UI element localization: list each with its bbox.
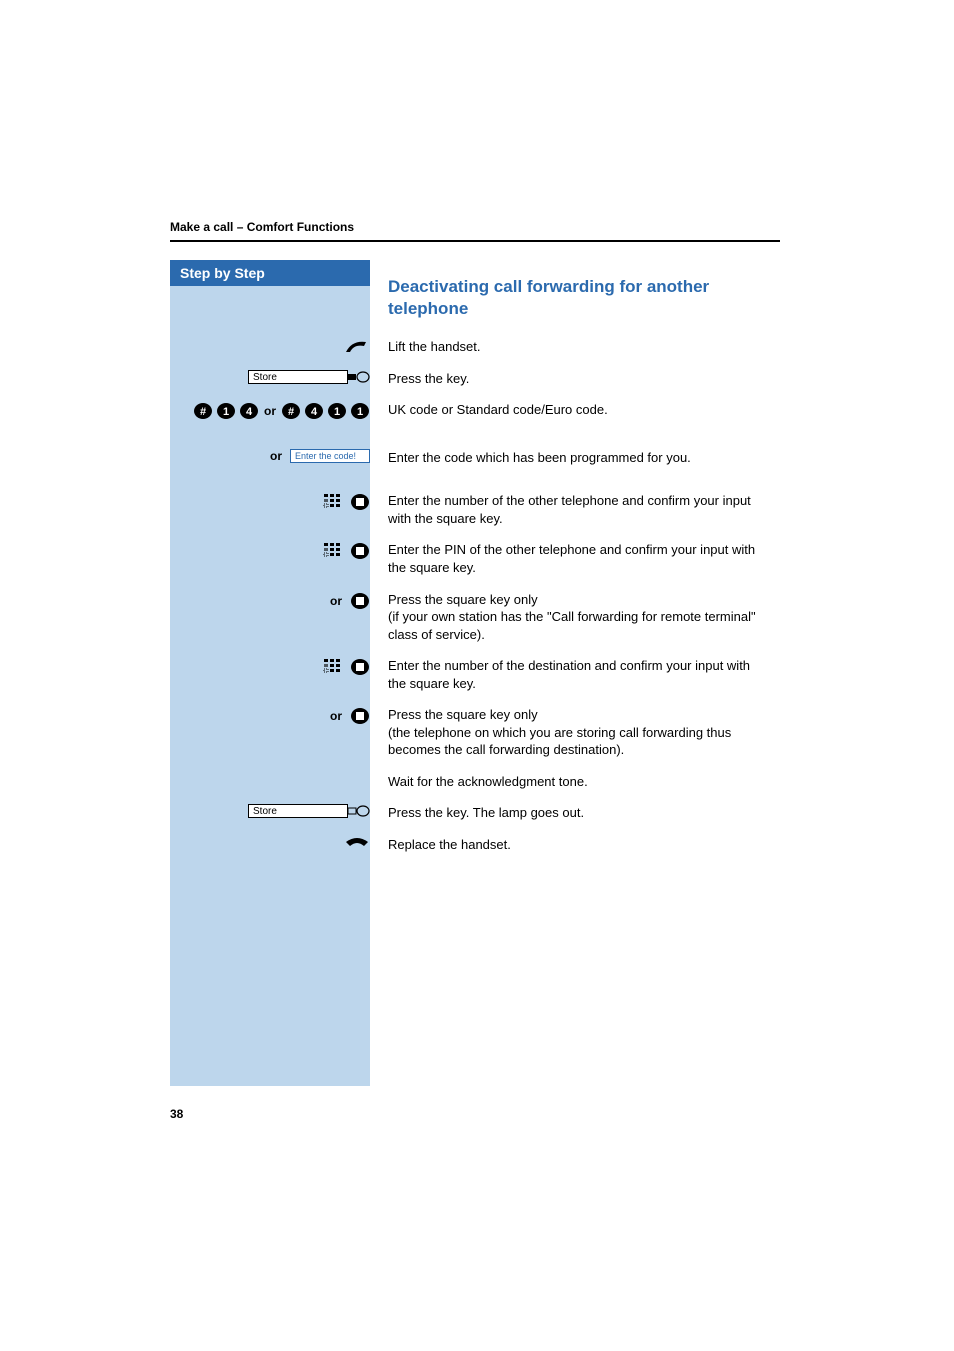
step-row: Store Press the key. bbox=[388, 370, 762, 388]
step-text: Replace the handset. bbox=[388, 836, 511, 854]
svg-text:#: # bbox=[200, 406, 206, 418]
square-key-icon bbox=[350, 657, 370, 677]
four-key-icon: 4 bbox=[304, 401, 324, 421]
svg-text:4: 4 bbox=[246, 406, 253, 418]
header-breadcrumb: Make a call – Comfort Functions bbox=[170, 220, 864, 234]
step-row: Enter the number of the destination and … bbox=[388, 657, 762, 692]
or-label: or bbox=[330, 594, 342, 608]
replace-handset-icon bbox=[344, 836, 370, 850]
step-row: Lift the handset. bbox=[388, 338, 762, 356]
keypad-icon bbox=[322, 541, 346, 561]
store-key-icon: Store bbox=[248, 804, 370, 818]
hash-key-icon: # bbox=[193, 401, 213, 421]
svg-text:4: 4 bbox=[311, 406, 318, 418]
step-row: Store Press the key. The lamp goes out. bbox=[388, 804, 762, 822]
led-off-icon bbox=[348, 805, 370, 817]
store-key-label: Store bbox=[248, 804, 348, 818]
page: Make a call – Comfort Functions Step by … bbox=[0, 0, 954, 1086]
step-row: Enter the PIN of the other telephone and… bbox=[388, 541, 762, 576]
section-title: Deactivating call forwarding for another… bbox=[388, 276, 762, 320]
square-key-icon bbox=[350, 706, 370, 726]
svg-text:#: # bbox=[288, 406, 294, 418]
step-text: Wait for the acknowledgment tone. bbox=[388, 773, 588, 791]
content: Deactivating call forwarding for another… bbox=[370, 260, 762, 868]
step-text: Enter the code which has been programmed… bbox=[388, 449, 691, 467]
four-key-icon: 4 bbox=[239, 401, 259, 421]
step-text: Enter the PIN of the other telephone and… bbox=[388, 541, 762, 576]
step-row: or Press the square key only (if your ow… bbox=[388, 591, 762, 644]
step-row: or Enter the code! Enter the code which … bbox=[388, 449, 762, 467]
square-key-icon bbox=[350, 541, 370, 561]
led-on-icon bbox=[348, 371, 370, 383]
step-text: UK code or Standard code/Euro code. bbox=[388, 401, 608, 419]
square-key-icon bbox=[350, 591, 370, 611]
columns: Step by Step Deactivating call forwardin… bbox=[170, 260, 864, 1086]
store-key-icon: Store bbox=[248, 370, 370, 384]
step-text: Enter the number of the other telephone … bbox=[388, 492, 762, 527]
header-rule bbox=[170, 240, 780, 242]
hash-key-icon: # bbox=[281, 401, 301, 421]
step-row: Replace the handset. bbox=[388, 836, 762, 854]
step-text: Enter the number of the destination and … bbox=[388, 657, 762, 692]
or-label: or bbox=[330, 709, 342, 723]
step-row: Enter the number of the other telephone … bbox=[388, 492, 762, 527]
or-label: or bbox=[264, 404, 276, 418]
square-key-icon bbox=[350, 492, 370, 512]
one-key-icon: 1 bbox=[350, 401, 370, 421]
one-key-icon: 1 bbox=[327, 401, 347, 421]
code-prompt-box: Enter the code! bbox=[290, 449, 370, 463]
or-label: or bbox=[270, 449, 282, 463]
step-row: Wait for the acknowledgment tone. bbox=[388, 773, 762, 791]
lift-handset-icon bbox=[344, 338, 370, 354]
svg-text:1: 1 bbox=[223, 406, 229, 418]
store-key-label: Store bbox=[248, 370, 348, 384]
keypad-icon bbox=[322, 492, 346, 512]
sidebar-title: Step by Step bbox=[170, 260, 370, 286]
one-key-icon: 1 bbox=[216, 401, 236, 421]
step-row: # 1 4 or # 4 1 1 UK code or Standard cod… bbox=[388, 401, 762, 419]
svg-text:1: 1 bbox=[334, 406, 340, 418]
step-text: Press the square key only (the telephone… bbox=[388, 706, 762, 759]
svg-text:1: 1 bbox=[357, 406, 363, 418]
step-text: Lift the handset. bbox=[388, 338, 481, 356]
step-text: Press the square key only (if your own s… bbox=[388, 591, 762, 644]
step-text: Press the key. bbox=[388, 370, 469, 388]
page-number: 38 bbox=[170, 1107, 183, 1121]
keypad-icon bbox=[322, 657, 346, 677]
step-row: or Press the square key only (the teleph… bbox=[388, 706, 762, 759]
step-text: Press the key. The lamp goes out. bbox=[388, 804, 584, 822]
